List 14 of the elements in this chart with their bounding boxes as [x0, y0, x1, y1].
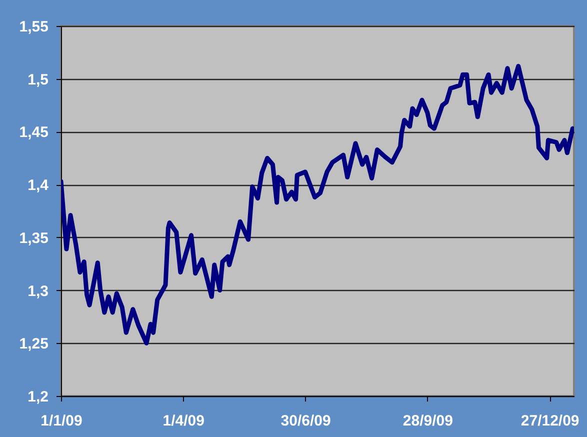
- y-tick-label: 1,2: [28, 388, 48, 406]
- y-tick-label: 1,55: [19, 18, 48, 36]
- y-tick-label: 1,4: [28, 177, 50, 194]
- y-tick-label: 1,3: [28, 282, 48, 300]
- x-tick-label: 1/1/09: [40, 412, 82, 430]
- y-tick-label: 1,5: [28, 71, 48, 88]
- line-series: [61, 64, 574, 346]
- y-tick-label: 1,45: [19, 124, 48, 142]
- x-tick-label: 28/9/09: [402, 412, 453, 430]
- x-tick-label: 1/4/09: [162, 412, 204, 430]
- x-tick-label: 30/6/09: [280, 412, 331, 430]
- x-tick-label: 27/12/09: [520, 412, 580, 430]
- y-tick-label: 1,25: [19, 336, 48, 353]
- y-tick-label: 1,35: [19, 230, 48, 247]
